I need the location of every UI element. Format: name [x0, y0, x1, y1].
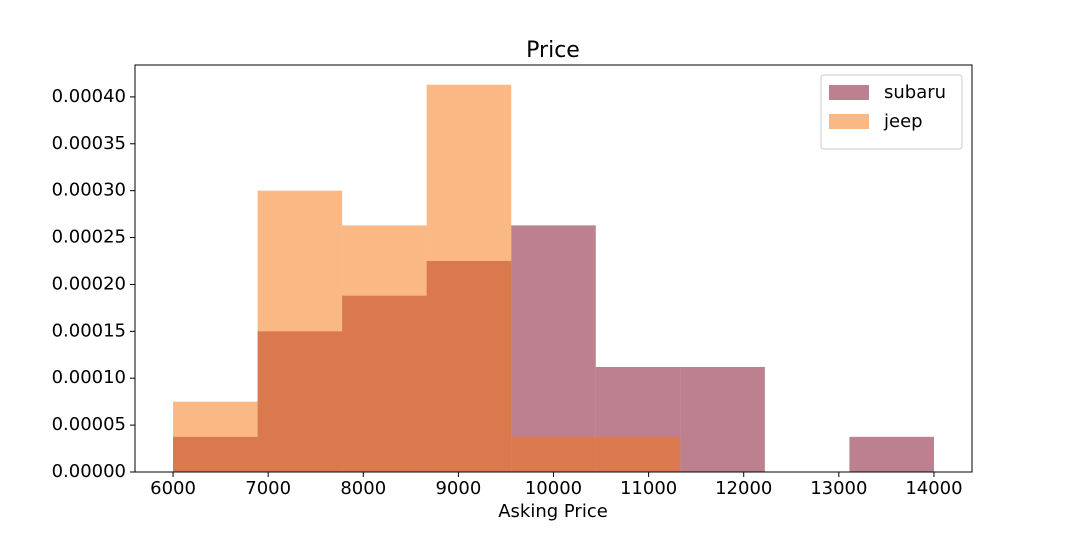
chart-title: Price — [526, 38, 580, 63]
histogram-bar — [257, 190, 343, 473]
legend-label: subaru — [884, 82, 946, 103]
y-tick-label: 0.00040 — [52, 86, 126, 107]
histogram-bar — [511, 436, 596, 472]
y-tick-label: 0.00025 — [52, 227, 126, 248]
legend-swatch — [829, 114, 869, 129]
y-tick-label: 0.00035 — [52, 133, 126, 154]
legend-swatch — [829, 85, 869, 100]
histogram-bar — [511, 225, 596, 472]
x-tick-label: 6000 — [150, 478, 196, 499]
x-tick-label: 10000 — [525, 478, 582, 499]
x-tick-label: 13000 — [810, 478, 867, 499]
x-axis-label: Asking Price — [498, 501, 608, 522]
y-tick-label: 0.00015 — [52, 320, 126, 341]
y-tick-label: 0.00030 — [52, 180, 126, 201]
x-tick-label: 8000 — [340, 478, 386, 499]
histogram-bar — [849, 436, 934, 472]
y-tick-label: 0.00000 — [52, 461, 126, 482]
x-tick-label: 7000 — [245, 478, 291, 499]
x-tick-label: 9000 — [435, 478, 481, 499]
x-tick-label: 11000 — [620, 478, 677, 499]
x-tick-label: 14000 — [905, 478, 962, 499]
y-tick-label: 0.00005 — [52, 414, 126, 435]
histogram-bar — [426, 84, 512, 473]
histogram-bar — [595, 436, 681, 472]
legend-label: jeep — [883, 111, 923, 132]
y-tick-label: 0.00010 — [52, 367, 126, 388]
x-tick-label: 12000 — [715, 478, 772, 499]
histogram-bar — [342, 225, 427, 472]
histogram-bar — [680, 366, 765, 472]
y-tick-label: 0.00020 — [52, 273, 126, 294]
histogram-bar — [173, 401, 258, 472]
